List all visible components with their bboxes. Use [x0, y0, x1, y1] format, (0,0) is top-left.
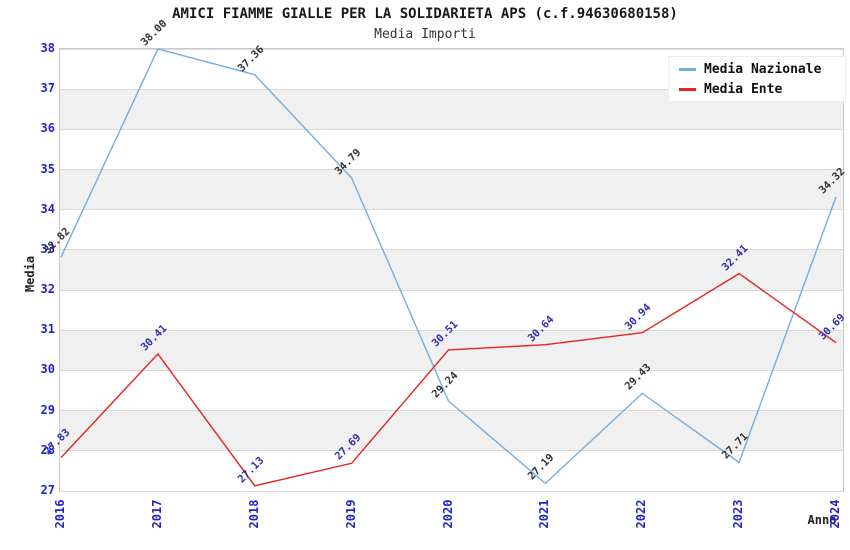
legend-label: Media Nazionale — [704, 61, 822, 77]
x-tick-label: 2018 — [246, 499, 261, 529]
gridline — [60, 249, 843, 251]
gridline — [60, 289, 843, 291]
gridline — [60, 450, 843, 452]
series-line-media-ente — [60, 272, 837, 487]
gridline — [60, 48, 843, 50]
plot-area: 32.82 38.00 37.36 34.79 29.24 27.19 29.43 27.71… — [42, 18, 847, 492]
y-tick-label: 34 — [40, 201, 55, 216]
y-tick-label: 38 — [40, 41, 55, 55]
y-tick-label: 29 — [40, 402, 55, 417]
media-ente-line-swatch — [679, 87, 696, 91]
legend-label: Media Ente — [704, 81, 783, 97]
series-lines-layer — [60, 48, 837, 487]
x-axis-title: Anno — [807, 513, 837, 527]
legend-item-media-ente: Media Ente — [679, 82, 845, 97]
x-tick-label: 2021 — [537, 499, 552, 529]
y-tick-label: 31 — [40, 322, 55, 337]
media-nazionale-line-swatch — [679, 67, 696, 71]
x-tick-label: 2019 — [343, 499, 358, 529]
plot-band — [60, 249, 843, 291]
x-tick-label: 2024 — [828, 499, 842, 529]
gridline — [60, 88, 843, 90]
legend: Media Nazionale Media Ente — [668, 56, 846, 102]
gridline — [60, 329, 843, 331]
gridline — [60, 490, 843, 492]
x-tick-label: 2023 — [731, 499, 746, 529]
y-tick-label: 30 — [40, 362, 55, 377]
series-line-media-nazionale — [60, 48, 837, 485]
plot-band — [60, 169, 843, 210]
gridline — [60, 410, 843, 412]
y-tick-label: 28 — [40, 442, 55, 457]
x-tick-label: 2016 — [53, 499, 67, 529]
x-tick-label: 2020 — [440, 499, 455, 529]
chart-title: AMICI FIAMME GIALLE PER LA SOLIDARIETA A… — [172, 6, 678, 22]
chart-subtitle: Media Importi — [374, 27, 476, 42]
y-tick-label: 32 — [40, 282, 55, 297]
y-tick-label: 36 — [40, 121, 55, 136]
gridline — [60, 209, 843, 211]
x-tick-label: 2017 — [149, 499, 164, 529]
gridline — [60, 369, 843, 371]
legend-item-media-nazionale: Media Nazionale — [679, 62, 845, 77]
y-tick-label: 27 — [40, 483, 55, 497]
gridline — [60, 128, 843, 130]
x-tick-label: 2022 — [634, 499, 649, 529]
gridline — [60, 169, 843, 171]
y-tick-label: 35 — [40, 161, 55, 176]
y-tick-label: 33 — [40, 241, 55, 256]
y-tick-label: 37 — [40, 81, 55, 96]
